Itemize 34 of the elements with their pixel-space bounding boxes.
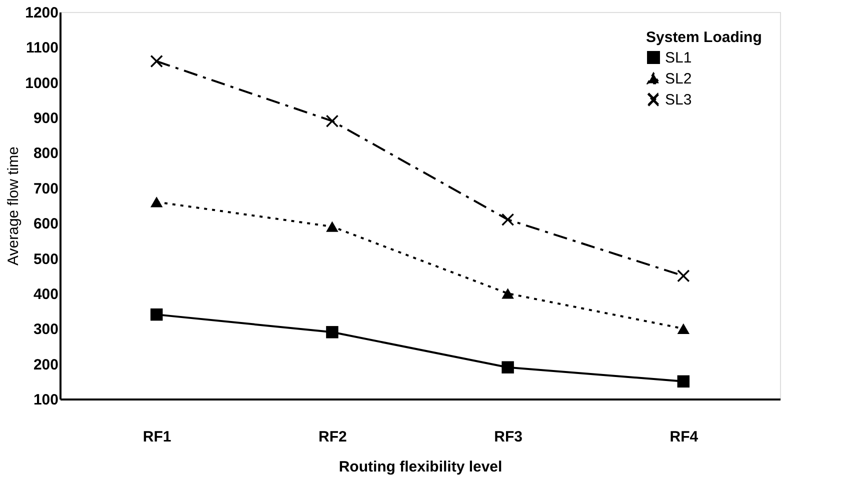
point	[677, 323, 690, 334]
point	[326, 114, 338, 128]
legend-label: SL2	[665, 70, 692, 88]
point	[326, 326, 338, 338]
point	[326, 221, 338, 232]
y-tick-label: 100	[33, 392, 58, 408]
point	[150, 55, 163, 68]
y-tick-label: 200	[33, 356, 58, 374]
x-tick-label: RF4	[670, 428, 699, 446]
point	[502, 213, 514, 226]
point	[502, 288, 514, 299]
point	[150, 308, 163, 321]
x-tick-label: RF2	[318, 428, 347, 446]
x-tick-label: RF1	[142, 428, 172, 446]
point	[677, 375, 690, 388]
x-tick-label: RF3	[494, 428, 522, 446]
y-tick-label: 1100	[26, 40, 58, 57]
y-tick-label: 300	[33, 321, 58, 338]
legend-label: SL1	[665, 50, 692, 66]
y-tick-label: 700	[33, 180, 58, 198]
y-tick-label: 1200	[25, 4, 58, 22]
y-tick-label: 900	[33, 110, 58, 128]
y-tick-label: 500	[33, 250, 58, 268]
point	[150, 196, 163, 208]
point	[677, 270, 690, 282]
y-tick-label: 400	[33, 286, 58, 303]
y-tick-label: 800	[33, 145, 58, 162]
y-tick-label: 600	[33, 216, 58, 233]
y-tick-label: 1000	[25, 74, 58, 92]
y-axis-title: Average flow time	[5, 146, 22, 266]
legend-label: SL3	[665, 92, 692, 108]
point	[502, 361, 514, 374]
legend-title: System Loading	[646, 29, 762, 46]
x-axis-title: Routing flexibility level	[338, 458, 502, 476]
